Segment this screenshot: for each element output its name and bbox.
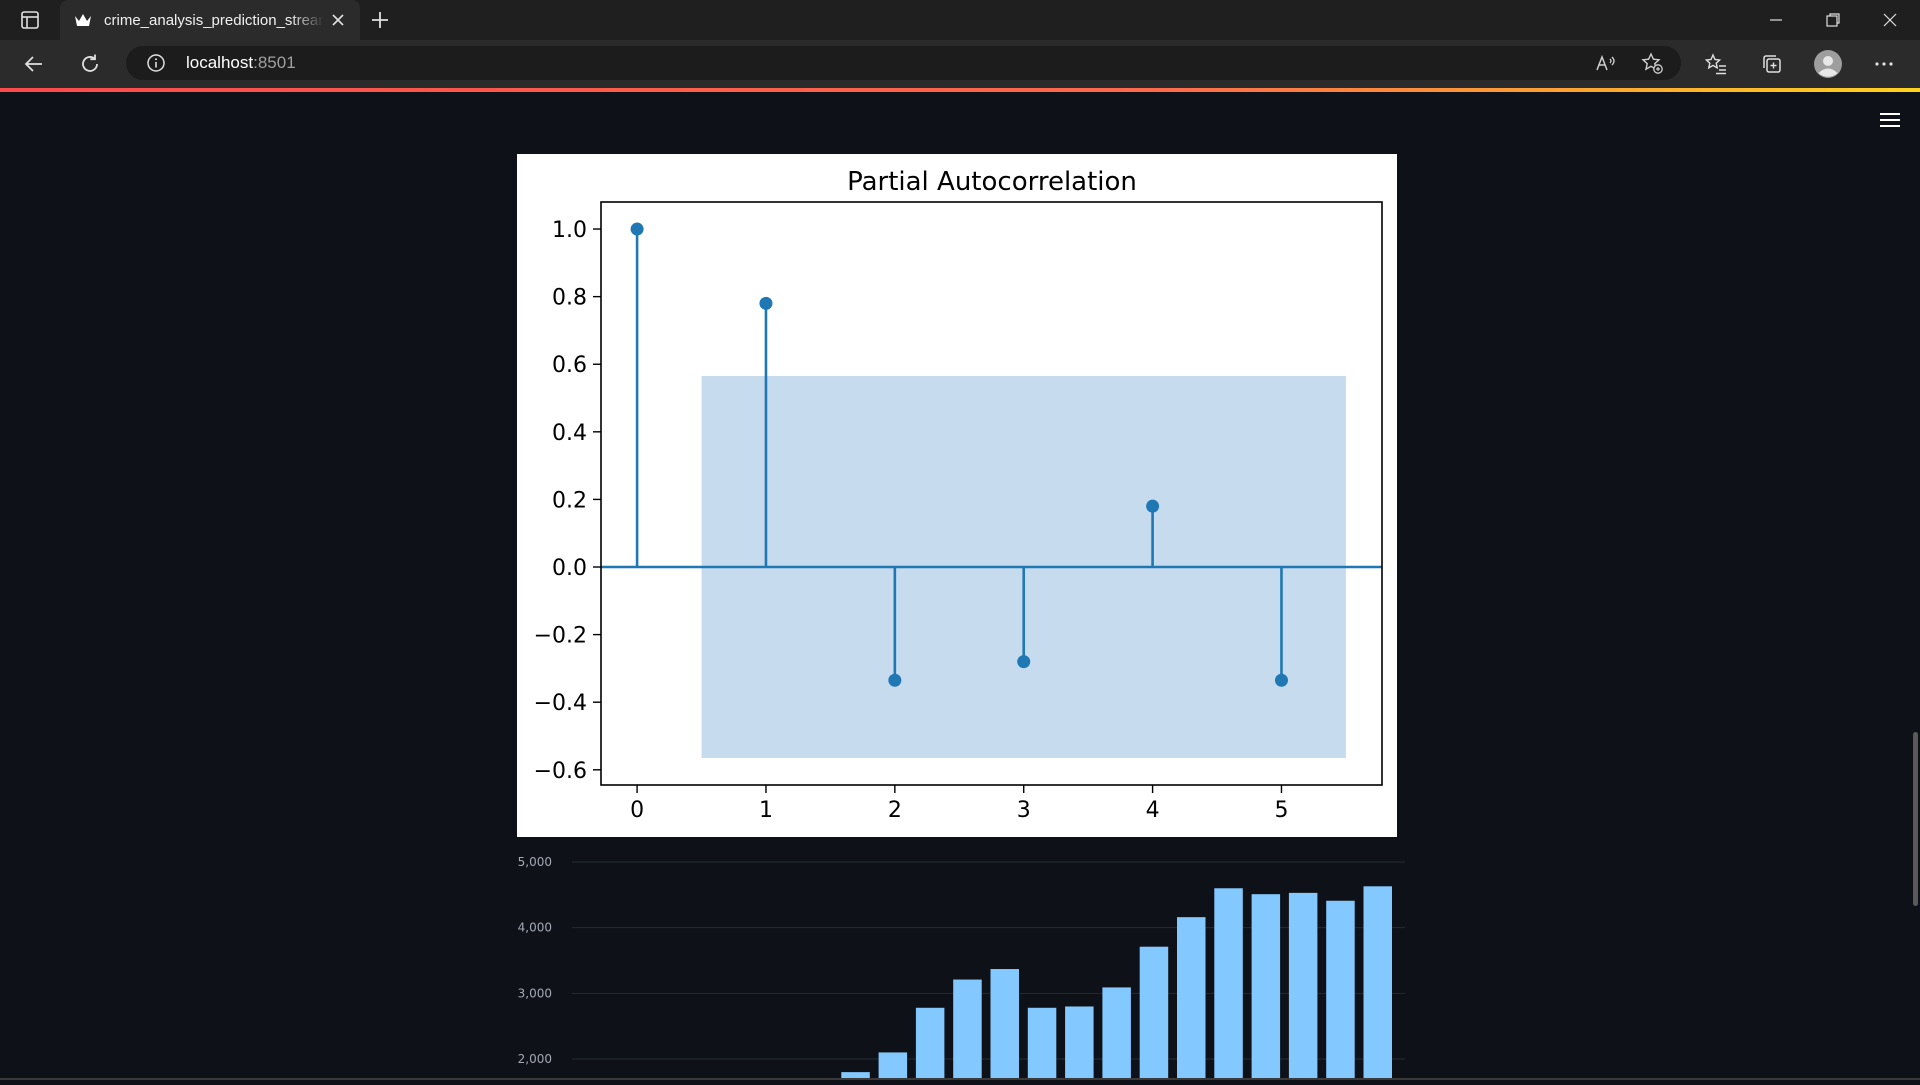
y-tick-label: 0.8 xyxy=(552,286,587,311)
bar-y-tick-label: 4,000 xyxy=(518,921,552,935)
chart-title: Partial Autocorrelation xyxy=(847,167,1137,197)
pacf-chart-svg: Partial Autocorrelation 1.0 0.8 0.6 0.4 0.2 0… xyxy=(534,167,1383,823)
read-aloud-icon[interactable] xyxy=(1592,49,1620,77)
pacf-chart: Partial Autocorrelation 1.0 0.8 0.6 0.4 0.2 0… xyxy=(517,154,1397,837)
stem-marker xyxy=(1274,673,1288,687)
x-tick-label: 1 xyxy=(759,798,773,823)
plus-icon[interactable] xyxy=(368,8,392,32)
stem-marker xyxy=(1146,499,1160,513)
y-tick-label: −0.6 xyxy=(534,759,587,784)
bar[interactable] xyxy=(1251,894,1281,1082)
stem-marker xyxy=(888,673,902,687)
x-tick-label: 3 xyxy=(1017,798,1031,823)
y-tick-label: −0.4 xyxy=(534,691,587,716)
bar[interactable] xyxy=(953,979,982,1082)
crime-count-bar-chart: 5,000 4,000 3,000 2,000 xyxy=(505,850,1405,1082)
bar[interactable] xyxy=(1102,987,1131,1082)
bar-y-tick-label: 3,000 xyxy=(518,986,552,1000)
bar[interactable] xyxy=(1139,946,1169,1082)
scrollbar-thumb[interactable] xyxy=(1913,732,1918,906)
bar[interactable] xyxy=(1326,900,1355,1082)
tab-title: crime_analysis_prediction_streamlit xyxy=(104,11,324,29)
streamlit-crown-icon xyxy=(74,11,92,29)
x-tick-label: 4 xyxy=(1146,798,1160,823)
bar-y-tick-label: 2,000 xyxy=(518,1052,552,1066)
bar-y-tick-label: 5,000 xyxy=(518,855,552,869)
bar[interactable] xyxy=(841,1072,870,1082)
close-icon[interactable] xyxy=(1870,6,1910,34)
url-host: localhost xyxy=(186,53,254,72)
loading-progress-bar xyxy=(0,88,1920,92)
x-tick-label: 5 xyxy=(1274,798,1288,823)
url-port: :8501 xyxy=(253,53,296,72)
y-tick-label: 1.0 xyxy=(552,218,587,243)
y-tick-label: 0.4 xyxy=(552,421,587,446)
bar[interactable] xyxy=(990,969,1020,1082)
browser-tab[interactable]: crime_analysis_prediction_streamlit xyxy=(60,0,360,40)
browser-toolbar: localhost:8501 xyxy=(0,40,1920,88)
bar[interactable] xyxy=(1177,917,1206,1082)
bar[interactable] xyxy=(1363,886,1393,1082)
bar-chart-svg: 5,000 4,000 3,000 2,000 xyxy=(518,855,1405,1082)
info-icon[interactable] xyxy=(146,53,166,73)
bar[interactable] xyxy=(915,1007,945,1082)
page-divider xyxy=(0,1078,1920,1080)
more-dots-icon[interactable] xyxy=(1870,50,1898,78)
address-bar[interactable]: localhost:8501 xyxy=(126,46,1681,80)
back-arrow-icon[interactable] xyxy=(20,50,48,78)
y-tick-label: 0.0 xyxy=(552,556,587,581)
bar[interactable] xyxy=(878,1052,908,1082)
y-tick-label: 0.6 xyxy=(552,353,587,378)
minimize-icon[interactable] xyxy=(1756,6,1796,34)
star-add-icon[interactable] xyxy=(1638,49,1666,77)
close-icon[interactable] xyxy=(328,10,348,30)
url-text: localhost:8501 xyxy=(186,53,296,73)
hamburger-menu-icon[interactable] xyxy=(1878,110,1902,130)
collections-icon[interactable] xyxy=(1758,50,1786,78)
x-tick-label: 2 xyxy=(888,798,902,823)
bar[interactable] xyxy=(1065,1006,1094,1082)
bar[interactable] xyxy=(1288,892,1318,1082)
y-tick-label: 0.2 xyxy=(552,488,587,513)
stem-marker xyxy=(759,296,773,310)
plot-frame xyxy=(600,201,1383,786)
browser-tab-strip: crime_analysis_prediction_streamlit xyxy=(0,0,1920,40)
stem-marker xyxy=(630,222,644,236)
tab-actions-icon[interactable] xyxy=(18,8,42,32)
x-tick-label: 0 xyxy=(630,798,644,823)
stem-marker xyxy=(1017,655,1031,669)
favorites-list-icon[interactable] xyxy=(1702,50,1730,78)
restore-icon[interactable] xyxy=(1813,6,1853,34)
page-scrollbar[interactable] xyxy=(1912,92,1920,1080)
y-tick-label: −0.2 xyxy=(534,624,587,649)
bar[interactable] xyxy=(1027,1007,1057,1082)
refresh-icon[interactable] xyxy=(76,50,104,78)
profile-avatar-icon[interactable] xyxy=(1812,48,1844,80)
bar[interactable] xyxy=(1214,888,1243,1082)
